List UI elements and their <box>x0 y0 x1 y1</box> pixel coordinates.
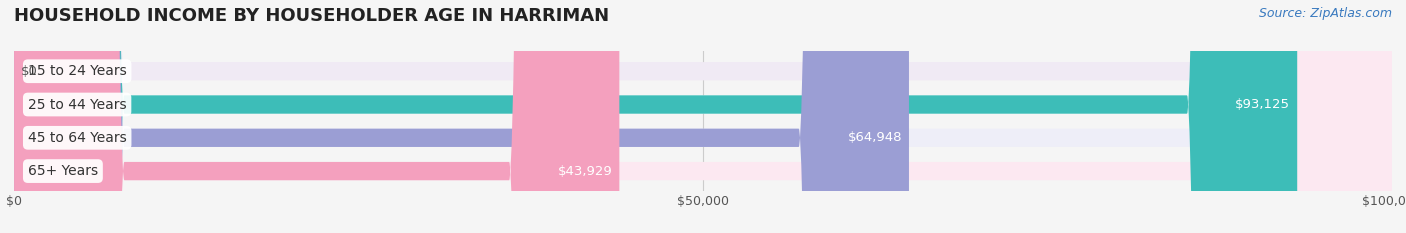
Text: $93,125: $93,125 <box>1236 98 1291 111</box>
FancyBboxPatch shape <box>14 0 620 233</box>
Text: $64,948: $64,948 <box>848 131 903 144</box>
FancyBboxPatch shape <box>14 0 908 233</box>
Text: 45 to 64 Years: 45 to 64 Years <box>28 131 127 145</box>
Text: $43,929: $43,929 <box>558 164 613 178</box>
Text: Source: ZipAtlas.com: Source: ZipAtlas.com <box>1258 7 1392 20</box>
Text: 15 to 24 Years: 15 to 24 Years <box>28 64 127 78</box>
Text: 25 to 44 Years: 25 to 44 Years <box>28 98 127 112</box>
FancyBboxPatch shape <box>14 0 1392 233</box>
FancyBboxPatch shape <box>14 0 1298 233</box>
Text: HOUSEHOLD INCOME BY HOUSEHOLDER AGE IN HARRIMAN: HOUSEHOLD INCOME BY HOUSEHOLDER AGE IN H… <box>14 7 609 25</box>
FancyBboxPatch shape <box>14 0 1392 233</box>
FancyBboxPatch shape <box>14 0 1392 233</box>
FancyBboxPatch shape <box>14 0 1392 233</box>
Text: 65+ Years: 65+ Years <box>28 164 98 178</box>
Text: $0: $0 <box>21 65 38 78</box>
